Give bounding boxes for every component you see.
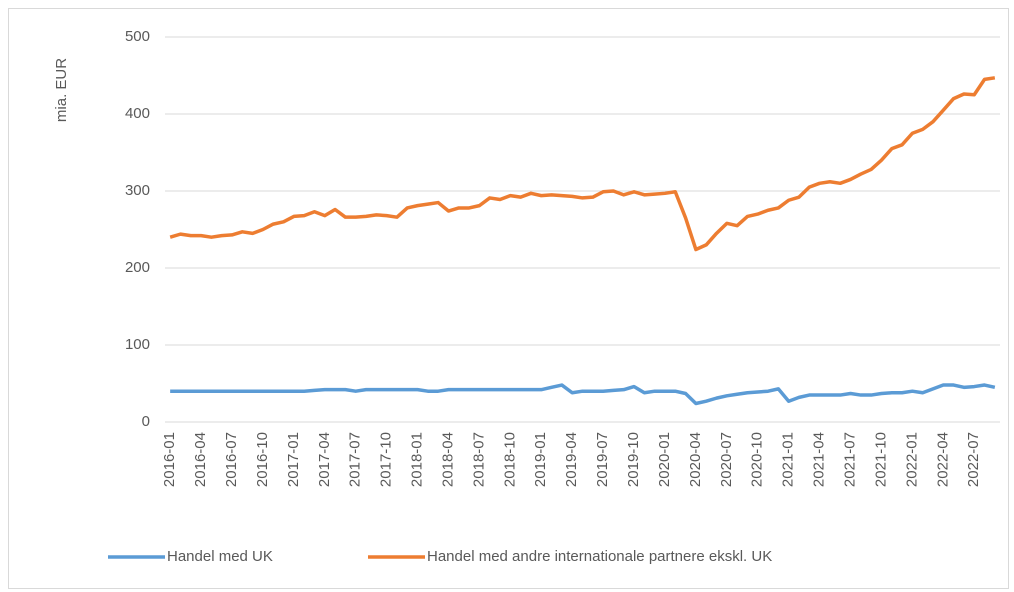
x-tick-label: 2020-01 — [656, 432, 673, 487]
x-tick-label: 2020-04 — [687, 432, 704, 487]
x-tick-label: 2022-01 — [903, 432, 920, 487]
x-tick-label: 2019-10 — [625, 432, 642, 487]
y-axis-label: mia. EUR — [53, 58, 70, 122]
legend-label: Handel med UK — [167, 548, 273, 565]
x-tick-label: 2017-04 — [316, 432, 333, 487]
x-tick-label: 2021-07 — [841, 432, 858, 487]
x-tick-label: 2021-04 — [811, 432, 828, 487]
x-tick-label: 2017-10 — [378, 432, 395, 487]
x-tick-label: 2018-07 — [470, 432, 487, 487]
y-tick-label: 300 — [125, 182, 150, 199]
x-tick-label: 2020-10 — [749, 432, 766, 487]
y-tick-label: 200 — [125, 259, 150, 276]
y-tick-label: 0 — [142, 413, 150, 430]
x-tick-label: 2018-01 — [409, 432, 426, 487]
x-tick-label: 2016-01 — [161, 432, 178, 487]
x-tick-label: 2018-04 — [439, 432, 456, 487]
line-series — [170, 383, 996, 406]
x-tick-label: 2020-07 — [718, 432, 735, 487]
x-tick-label: 2017-01 — [285, 432, 302, 487]
x-tick-label: 2017-07 — [347, 432, 364, 487]
x-tick-label: 2021-01 — [780, 432, 797, 487]
x-tick-label: 2021-10 — [872, 432, 889, 487]
x-tick-label: 2018-10 — [501, 432, 518, 487]
x-tick-label: 2019-07 — [594, 432, 611, 487]
line-series — [169, 76, 996, 252]
y-tick-label: 500 — [125, 28, 150, 45]
x-tick-label: 2022-07 — [965, 432, 982, 487]
x-tick-label: 2019-04 — [563, 432, 580, 487]
x-tick-label: 2022-04 — [934, 432, 951, 487]
x-tick-label: 2016-10 — [254, 432, 271, 487]
y-tick-label: 400 — [125, 105, 150, 122]
x-tick-label: 2019-01 — [532, 432, 549, 487]
x-tick-label: 2016-07 — [223, 432, 240, 487]
x-tick-label: 2016-04 — [192, 432, 209, 487]
legend-label: Handel med andre internationale partnere… — [427, 548, 772, 565]
y-tick-label: 100 — [125, 336, 150, 353]
chart-frame — [8, 8, 1009, 589]
